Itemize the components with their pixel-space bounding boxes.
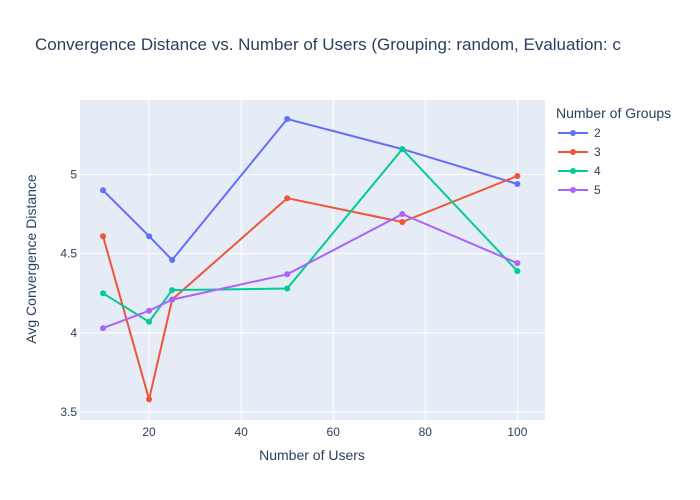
data-point — [284, 271, 291, 278]
data-point — [100, 290, 107, 297]
legend-swatch-marker — [570, 187, 576, 193]
legend-item[interactable]: 4 — [558, 164, 601, 178]
series-line — [102, 212, 518, 330]
data-point — [146, 396, 153, 403]
legend-label: 2 — [594, 126, 601, 140]
data-point — [100, 233, 107, 240]
series-layer — [100, 116, 521, 403]
x-tick-label: 60 — [327, 425, 341, 439]
legend-swatch-marker — [570, 168, 576, 174]
y-tick-label: 5 — [70, 167, 77, 181]
x-axis-title: Number of Users — [259, 447, 365, 463]
series-5 — [100, 211, 521, 332]
series-line — [102, 147, 519, 324]
series-2 — [100, 116, 521, 263]
y-tick-label: 4.5 — [60, 247, 77, 261]
legend-label: 4 — [594, 164, 601, 178]
data-point — [100, 325, 107, 332]
y-tick-label: 4 — [70, 326, 77, 340]
x-tick-label: 20 — [142, 425, 156, 439]
data-point — [514, 180, 521, 187]
data-point — [284, 195, 291, 202]
legend-item[interactable]: 3 — [558, 145, 601, 159]
data-point — [399, 218, 406, 225]
legend-item[interactable]: 2 — [558, 126, 601, 140]
data-point — [146, 307, 153, 314]
data-point — [169, 296, 176, 303]
x-axis-ticks: 20 40 60 80 100 — [142, 425, 527, 439]
data-point — [514, 260, 521, 267]
x-tick-label: 40 — [234, 425, 248, 439]
legend-item[interactable]: 5 — [558, 183, 601, 197]
chart-title: Convergence Distance vs. Number of Users… — [35, 35, 621, 54]
grid-lines — [80, 100, 545, 420]
data-point — [169, 287, 176, 294]
data-point — [399, 211, 406, 218]
data-point — [399, 146, 406, 153]
legend: Number of Groups 2 3 4 5 — [556, 105, 671, 197]
data-point — [514, 173, 521, 180]
legend-swatch-marker — [570, 149, 576, 155]
legend-label: 3 — [594, 145, 601, 159]
series-line — [102, 117, 518, 262]
series-line — [102, 175, 518, 400]
y-tick-label: 3.5 — [60, 405, 77, 419]
legend-title: Number of Groups — [556, 105, 671, 121]
x-tick-label: 80 — [419, 425, 433, 439]
data-point — [146, 233, 153, 240]
data-point — [284, 285, 291, 292]
data-point — [100, 187, 107, 194]
y-axis-ticks: 3.5 4 4.5 5 — [60, 167, 77, 419]
data-point — [146, 318, 153, 325]
data-point — [169, 257, 176, 263]
y-axis-title: Avg Convergence Distance — [23, 174, 39, 344]
legend-swatch-marker — [570, 130, 576, 136]
legend-label: 5 — [594, 183, 601, 197]
series-4 — [100, 146, 521, 325]
data-point — [514, 268, 521, 275]
x-tick-label: 100 — [507, 425, 527, 439]
data-point — [284, 116, 291, 123]
